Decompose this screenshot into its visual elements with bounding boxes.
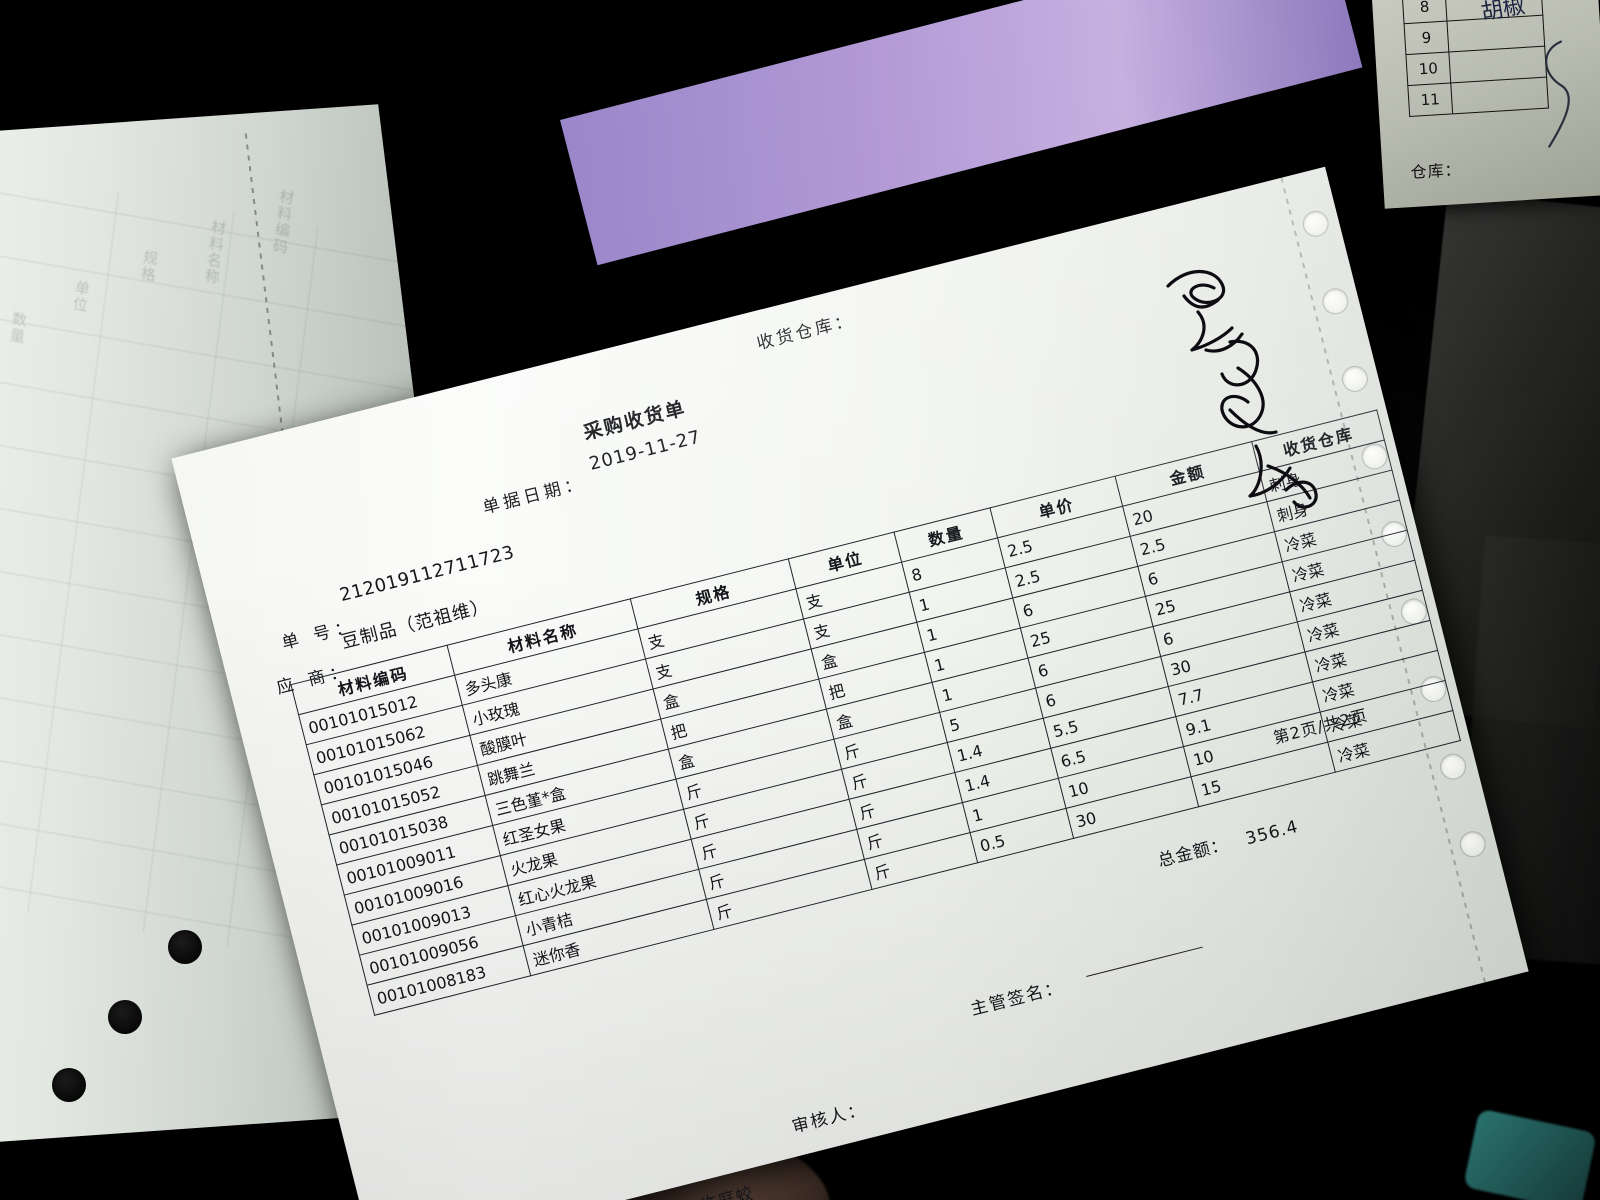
- document-date-label: 单据日期：: [480, 473, 588, 519]
- feed-hole-dark: [52, 1068, 86, 1102]
- note-row-number: 8: [1402, 0, 1448, 24]
- feed-hole-dark: [168, 930, 202, 964]
- document-number-value: 212019112711723: [337, 541, 517, 607]
- total-amount-value: 356.4: [1243, 816, 1301, 850]
- feed-hole-right: [1319, 285, 1352, 318]
- total-amount-label: 总金额：: [1155, 834, 1231, 872]
- note-row-number: 9: [1404, 21, 1450, 55]
- line-items-table: 材料编码 材料名称 规格 单位 数量 单价 金额 收货仓库 0010101501…: [290, 409, 1461, 1016]
- feed-hole-right: [1437, 750, 1469, 783]
- note-row-number: 10: [1406, 52, 1452, 86]
- feed-hole-right: [1299, 207, 1332, 240]
- note-row-number: 11: [1408, 83, 1454, 116]
- total-amount: 总金额： 356.4: [1155, 812, 1301, 872]
- reviewer-label: 审核人：: [790, 1099, 869, 1138]
- feed-hole-dark: [108, 1000, 142, 1034]
- corner-note: 7 8 9 10 11 胡椒 仓库：: [1371, 0, 1600, 209]
- note-warehouse-label: 仓库：: [1410, 159, 1463, 183]
- note-pen-stroke-icon: [1545, 40, 1570, 148]
- supervisor-signature-line: [1086, 946, 1203, 977]
- feed-hole-right: [1456, 828, 1489, 860]
- supervisor-signature-label: 主管签名：: [968, 977, 1066, 1021]
- receiving-warehouse-label: 收货仓库：: [754, 310, 857, 355]
- feed-hole-right: [1339, 363, 1371, 395]
